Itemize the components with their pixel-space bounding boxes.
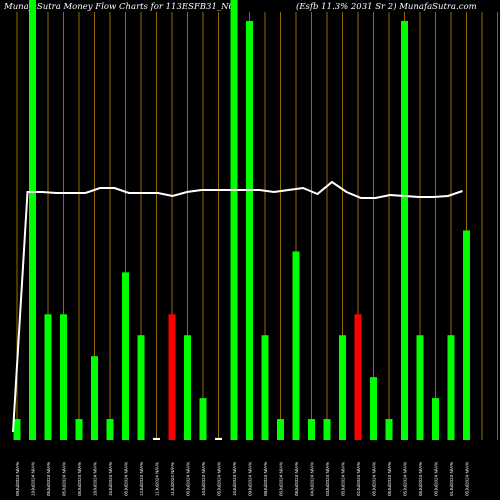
money-flow-bar (168, 314, 176, 440)
x-tick-label: 05Jul2024 N/A% (403, 462, 408, 496)
x-tick-label: 15Jul2024 N/A% (108, 462, 113, 496)
x-tick-label: 05Jul2024 N/A% (279, 462, 284, 496)
money-flow-bar (13, 419, 21, 440)
x-tick-label: 11Jul2024 N/A% (170, 462, 175, 496)
x-tick-label: 19Jul2024 N/A% (31, 462, 36, 496)
money-flow-bar (447, 335, 455, 440)
money-flow-bar (230, 0, 238, 440)
money-flow-bar (153, 437, 160, 440)
money-flow-bar (339, 335, 346, 440)
money-flow-bar (416, 335, 424, 440)
money-flow-bar (122, 272, 129, 440)
x-tick-label: 11Jul2024 N/A% (155, 462, 160, 496)
x-tick-label: 05Jul2024 N/A% (434, 462, 439, 496)
x-tick-label: 05Jul2024 N/A% (186, 462, 191, 496)
x-tick-label: 05Jul2024 N/A% (372, 462, 377, 496)
x-tick-label: 05Jul2024 N/A% (465, 462, 470, 496)
x-tick-label: 02Jul2024 N/A% (356, 462, 361, 496)
money-flow-bar (354, 314, 362, 440)
money-flow-bar (385, 419, 393, 440)
x-tick-label: 05Jul2024 N/A% (387, 462, 392, 496)
x-tick-label: 10Jul2024 N/A% (232, 462, 237, 496)
x-tick-label: 05Jul2024 N/A% (62, 462, 67, 496)
x-tick-label: 05Jul2024 N/A% (124, 462, 129, 496)
money-flow-bar (199, 398, 207, 440)
x-tick-label: 04Jul2024 N/A% (310, 462, 315, 496)
money-flow-bar (44, 314, 52, 440)
chart-title: MunafaSutra Money Flow Charts for 113ESF… (4, 2, 234, 12)
money-flow-bar (91, 356, 98, 440)
x-tick-label: 05Jul2024 N/A% (341, 462, 346, 496)
x-tick-label: 05Jul2024 N/A% (46, 462, 51, 496)
money-flow-bar (432, 398, 439, 440)
x-tick-label: 09Jul2024 N/A% (248, 462, 253, 496)
money-flow-bar (184, 335, 191, 440)
x-tick-label: 09Jul2024 N/A% (15, 462, 20, 496)
x-tick-label: 18Jul2024 N/A% (93, 462, 98, 496)
money-flow-bar (463, 230, 470, 440)
money-flow-bar (75, 419, 83, 440)
money-flow-bar (215, 437, 222, 440)
money-flow-bar (370, 377, 377, 440)
money-flow-bar (29, 0, 36, 440)
x-tick-label: 10Jul2024 N/A% (201, 462, 206, 496)
money-flow-bar (137, 335, 145, 440)
money-flow-bar (246, 20, 253, 440)
x-tick-label: 12Jul2024 N/A% (139, 462, 144, 496)
money-flow-bar (261, 335, 269, 440)
chart-subtitle: (Esfb 11.3% 2031 Sr 2) MunafaSutra.com (296, 2, 477, 12)
x-tick-label: 08Jul2024 N/A% (294, 462, 299, 496)
x-tick-label: 08Jul2024 N/A% (263, 462, 268, 496)
x-tick-label: 01Jul2024 N/A% (449, 462, 454, 496)
money-flow-bar (277, 419, 284, 440)
money-flow-bar (106, 419, 114, 440)
x-tick-label: 05Jul2024 N/A% (77, 462, 82, 496)
x-tick-label: 05Jul2024 N/A% (418, 462, 423, 496)
money-flow-bar (401, 20, 408, 440)
money-flow-bar (292, 251, 300, 440)
price-line (12, 180, 463, 433)
x-tick-label: 05Jul2024 N/A% (217, 462, 222, 496)
money-flow-bar (308, 419, 315, 440)
money-flow-bar (60, 314, 67, 440)
money-flow-bar (323, 419, 331, 440)
x-tick-label: 03Jul2024 N/A% (325, 462, 330, 496)
